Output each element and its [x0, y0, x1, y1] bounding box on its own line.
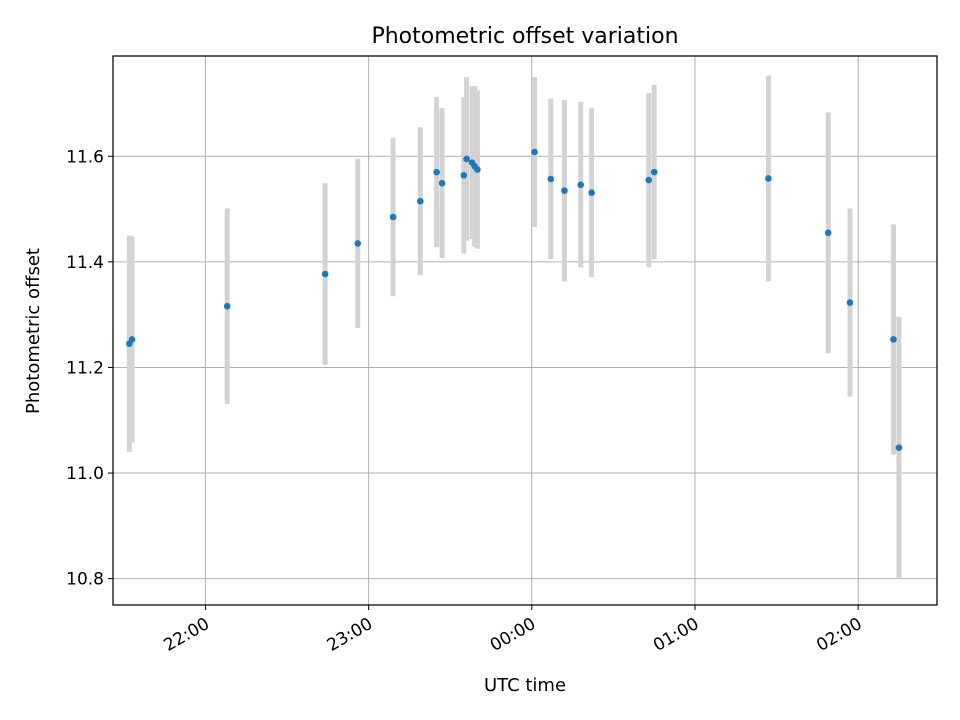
data-point	[531, 148, 538, 156]
data-point	[824, 229, 832, 237]
y-tick-label: 11.0	[66, 464, 104, 484]
y-tick-label: 11.4	[66, 253, 104, 273]
data-point	[474, 166, 481, 173]
data-point	[547, 175, 555, 183]
data-point	[895, 444, 903, 451]
data-point	[354, 240, 362, 247]
grid-layer	[113, 56, 937, 605]
y-tick-label: 11.2	[66, 358, 104, 378]
data-point	[460, 172, 468, 179]
data-point	[463, 155, 470, 163]
data-point	[577, 181, 585, 189]
plot-frame	[112, 55, 938, 606]
data-point	[321, 270, 329, 278]
data-point	[128, 336, 136, 343]
data-point	[438, 179, 446, 187]
point-layer	[126, 148, 903, 451]
data-point	[588, 189, 595, 197]
data-point	[223, 302, 231, 310]
chart-title: Photometric offset variation	[371, 24, 678, 49]
y-axis-label: Photometric offset	[23, 248, 44, 414]
data-point	[645, 176, 653, 184]
data-point	[765, 175, 772, 182]
data-point	[846, 299, 854, 306]
data-point	[389, 213, 397, 221]
data-point	[650, 168, 658, 176]
data-point	[561, 187, 568, 194]
y-tick-label: 11.6	[66, 147, 104, 167]
x-axis-label: UTC time	[484, 675, 566, 696]
data-point	[417, 197, 424, 205]
data-point	[890, 336, 897, 343]
y-tick-label: 10.8	[66, 570, 104, 590]
data-point	[433, 168, 440, 176]
